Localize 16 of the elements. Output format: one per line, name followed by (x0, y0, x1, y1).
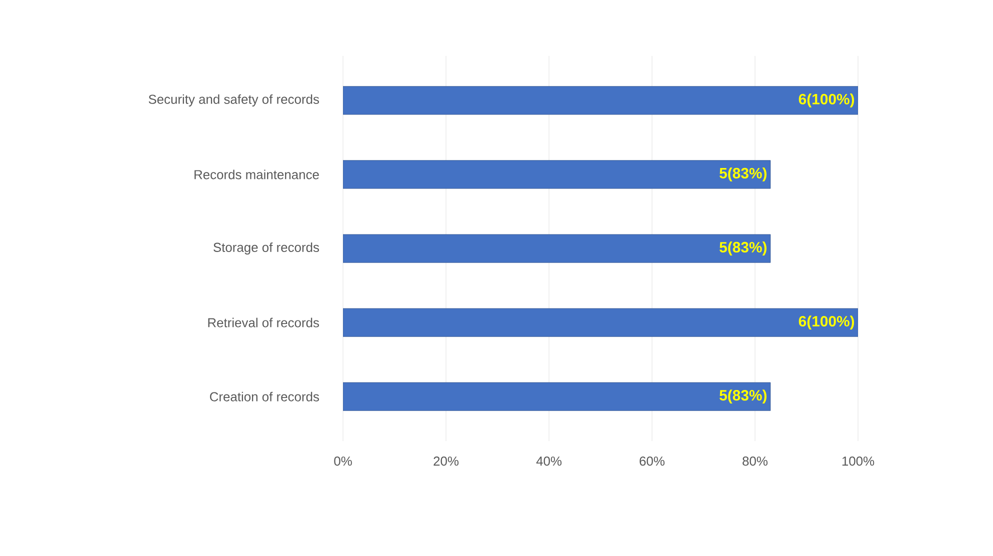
data-label: 5(83%) (720, 390, 767, 404)
y-tick-label: Records maintenance (194, 170, 319, 180)
data-label: 5(83%) (720, 242, 767, 256)
y-tick-label: Storage of records (214, 242, 319, 255)
x-tick-label: 100% (842, 456, 874, 466)
x-tick-label: 80% (742, 456, 768, 466)
x-tick-label: 20% (434, 456, 459, 466)
y-tick-label: Creation of records (210, 392, 319, 402)
y-tick-label: Retrieval of records (208, 318, 319, 328)
data-label: 6(100%) (798, 316, 854, 330)
x-tick-label: 40% (536, 456, 562, 466)
x-tick-label: 0% (334, 456, 352, 466)
y-tick-label: Security and safety of records (148, 94, 319, 106)
data-label: 5(83%) (720, 168, 767, 182)
x-tick-label: 60% (640, 456, 665, 466)
data-label: 6(100%) (798, 93, 854, 108)
